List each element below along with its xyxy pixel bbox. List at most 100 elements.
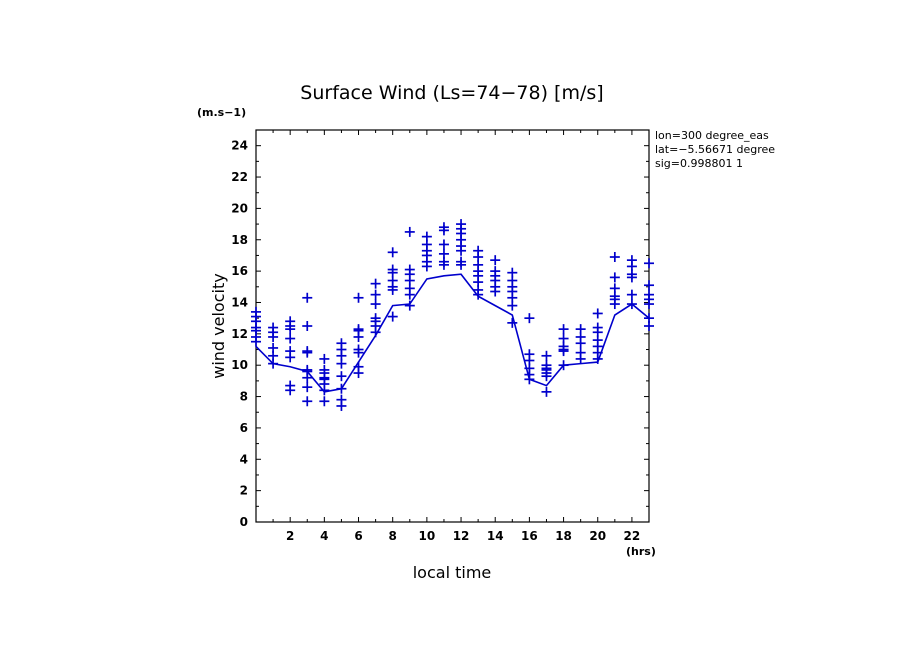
y-tick-label: 22 <box>231 170 248 184</box>
wind-sample-marker <box>438 239 449 250</box>
wind-sample-marker <box>370 278 381 289</box>
x-tick-label: 22 <box>624 529 641 543</box>
wind-sample-marker <box>490 255 501 266</box>
y-unit-label: (m.s−1) <box>197 106 246 119</box>
wind-sample-marker <box>626 289 637 300</box>
wind-sample-marker <box>644 289 654 300</box>
wind-sample-marker <box>541 360 552 371</box>
y-tick-label: 6 <box>240 421 248 435</box>
wind-sample-marker <box>438 248 449 259</box>
info-sig: sig=0.998801 1 <box>655 157 743 170</box>
wind-sample-marker <box>626 299 637 310</box>
y-tick-label: 20 <box>231 201 248 215</box>
wind-sample-marker <box>285 380 296 391</box>
wind-sample-marker <box>285 333 296 344</box>
plot-frame <box>255 129 650 523</box>
wind-sample-marker <box>370 313 381 324</box>
wind-sample-marker <box>490 266 501 277</box>
wind-sample-marker <box>302 292 313 303</box>
wind-sample-marker <box>370 299 381 310</box>
wind-sample-marker <box>524 349 535 360</box>
wind-sample-marker <box>387 264 398 275</box>
wind-sample-marker <box>644 258 654 269</box>
wind-sample-marker <box>285 346 296 357</box>
wind-sample-marker <box>302 396 313 407</box>
chart-title: Surface Wind (Ls=74−78) [m/s] <box>300 82 603 104</box>
wind-sample-marker <box>319 396 330 407</box>
wind-sample-marker <box>644 280 654 291</box>
x-tick-label: 16 <box>521 529 538 543</box>
y-tick-label: 2 <box>240 484 248 498</box>
wind-sample-marker <box>353 361 364 372</box>
wind-sample-marker <box>404 264 415 275</box>
series-layer <box>251 219 654 411</box>
wind-sample-marker <box>626 255 637 266</box>
wind-sample-marker <box>336 338 347 349</box>
y-tick-label: 18 <box>231 233 248 247</box>
x-tick-label: 8 <box>389 529 397 543</box>
wind-sample-marker <box>456 256 467 267</box>
wind-sample-marker <box>541 350 552 361</box>
wind-sample-marker <box>353 324 364 335</box>
y-tick-label: 10 <box>231 358 248 372</box>
wind-sample-marker <box>558 324 569 335</box>
info-lon: lon=300 degree_eas <box>655 129 769 142</box>
wind-sample-marker <box>336 394 347 405</box>
wind-sample-marker <box>609 252 620 263</box>
wind-sample-marker <box>268 342 279 353</box>
y-tick-label: 14 <box>231 295 248 309</box>
wind-sample-marker <box>336 371 347 382</box>
y-tick-label: 24 <box>231 139 248 153</box>
wind-sample-marker <box>302 321 313 331</box>
x-tick-label: 12 <box>453 529 470 543</box>
x-axis-label: local time <box>413 563 492 582</box>
x-tick-label: 18 <box>555 529 572 543</box>
wind-sample-marker <box>609 272 620 283</box>
wind-sample-marker <box>404 300 415 311</box>
wind-sample-marker <box>319 353 330 364</box>
wind-sample-marker <box>404 226 415 237</box>
wind-sample-marker <box>558 360 569 371</box>
y-tick-label: 8 <box>240 390 248 404</box>
x-tick-label: 4 <box>320 529 328 543</box>
wind-sample-marker <box>507 267 518 278</box>
wind-sample-marker <box>268 322 279 333</box>
info-lat: lat=−5.56671 degree <box>655 143 775 156</box>
wind-sample-marker <box>319 364 330 375</box>
x-tick-label: 6 <box>354 529 362 543</box>
wind-sample-marker <box>370 289 381 300</box>
y-tick-label: 0 <box>240 515 248 529</box>
wind-sample-marker <box>438 222 449 233</box>
wind-sample-marker <box>387 247 398 258</box>
wind-sample-marker <box>336 383 347 394</box>
wind-sample-marker <box>507 317 518 328</box>
wind-sample-marker <box>575 347 586 358</box>
wind-sample-marker <box>524 313 535 324</box>
wind-sample-marker <box>302 364 313 375</box>
wind-sample-marker <box>473 245 484 256</box>
y-axis-label: wind velocity <box>209 273 228 378</box>
wind-sample-marker <box>421 231 432 242</box>
wind-sample-marker <box>353 292 364 303</box>
y-tick-label: 12 <box>231 327 248 341</box>
wind-sample-marker <box>353 344 364 355</box>
x-tick-label: 20 <box>589 529 606 543</box>
wind-sample-marker <box>558 333 569 344</box>
wind-sample-marker <box>609 283 620 294</box>
x-tick-label: 2 <box>286 529 294 543</box>
wind-sample-marker <box>302 346 313 357</box>
x-tick-label: 14 <box>487 529 504 543</box>
wind-sample-marker <box>302 382 313 393</box>
x-axis-ticks: 2 4 6 8 10 12 14 16 18 20 22 <box>255 130 650 543</box>
mean-wind-line <box>255 273 650 393</box>
x-unit-label: (hrs) <box>626 545 656 558</box>
y-tick-label: 4 <box>240 452 248 466</box>
wind-sample-marker <box>575 324 586 335</box>
x-tick-label: 10 <box>419 529 436 543</box>
wind-sample-marker <box>251 306 261 317</box>
wind-sample-marker <box>644 313 654 324</box>
wind-sample-marker <box>285 316 296 327</box>
wind-sample-marker <box>592 322 603 333</box>
wind-sample-marker <box>541 386 552 397</box>
